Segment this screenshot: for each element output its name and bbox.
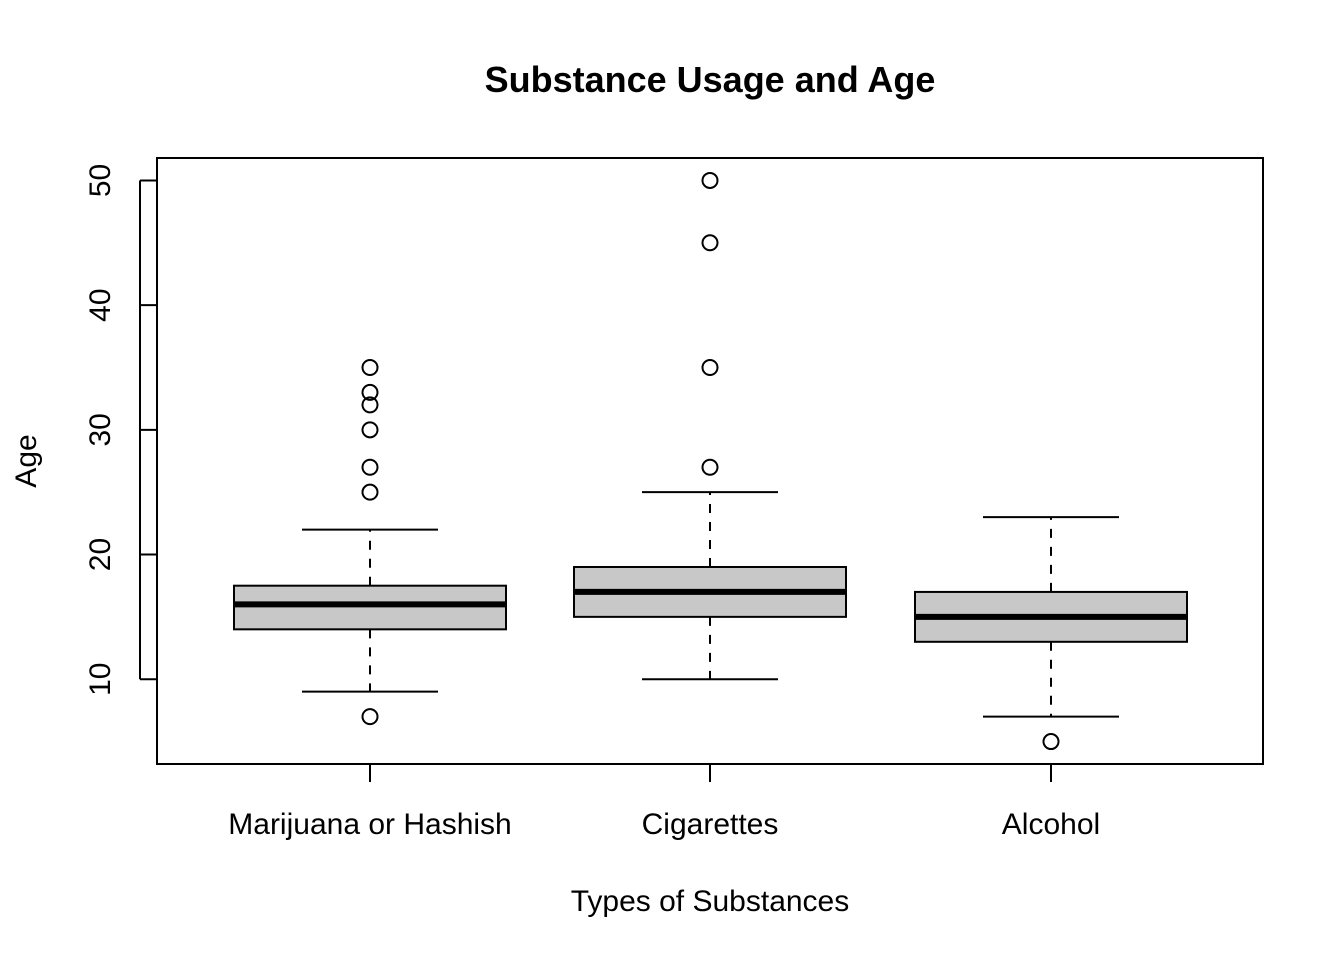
x-axis: Marijuana or Hashish Cigarettes Alcohol [228,763,1100,841]
y-tick-label: 40 [84,288,117,321]
box-group [233,171,1188,751]
outlier-point [361,396,379,414]
x-tick-label: Cigarettes [642,808,779,841]
outlier-point [361,708,379,726]
outlier-point [701,171,719,189]
outlier-point [361,358,379,376]
box-marijuana-or-hashish [233,358,507,726]
outlier-point [701,234,719,252]
outlier-point [361,483,379,501]
box-alcohol [914,516,1188,751]
y-tick-label: 30 [84,413,117,446]
outlier-point [361,458,379,476]
y-tick-label: 20 [84,538,117,571]
y-tick-label: 50 [84,164,117,197]
iqr-box [233,584,507,631]
chart-title: Substance Usage and Age [485,59,936,100]
x-tick-label: Alcohol [1002,808,1100,841]
outlier-point [361,383,379,401]
x-axis-label: Types of Substances [571,885,850,918]
outlier-point [361,421,379,439]
y-axis: 10 20 30 40 50 [84,164,157,696]
x-tick-label: Marijuana or Hashish [228,808,511,841]
y-tick-label: 10 [84,663,117,696]
outlier-point [1042,733,1060,751]
outlier-point [701,458,719,476]
y-axis-label: Age [10,434,43,487]
outlier-point [701,358,719,376]
box-cigarettes [573,171,847,681]
